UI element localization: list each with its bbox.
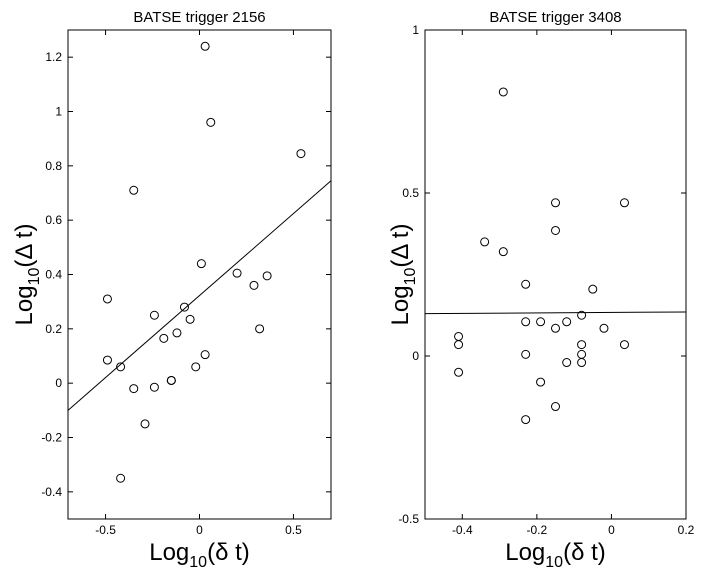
data-point bbox=[296, 149, 306, 159]
data-point bbox=[179, 302, 189, 312]
data-point bbox=[536, 377, 546, 387]
y-tick-label: 0.2 bbox=[45, 322, 62, 336]
x-tick-label: 0 bbox=[608, 523, 615, 537]
data-point bbox=[551, 402, 560, 412]
data-point bbox=[562, 317, 572, 327]
data-point bbox=[185, 314, 195, 324]
y-tick-label: 0 bbox=[55, 376, 62, 390]
data-point bbox=[619, 340, 629, 350]
y-tick-label: 0 bbox=[412, 349, 419, 363]
fit-line bbox=[424, 311, 687, 315]
x-tick-label: -0.2 bbox=[527, 523, 548, 537]
data-point bbox=[577, 358, 587, 368]
data-point bbox=[577, 310, 587, 320]
data-point bbox=[551, 323, 560, 333]
data-point bbox=[454, 331, 464, 341]
x-tick-label: -0.4 bbox=[452, 523, 473, 537]
data-point bbox=[255, 324, 265, 334]
data-point bbox=[116, 473, 126, 483]
data-point bbox=[562, 358, 572, 368]
data-point bbox=[196, 259, 206, 269]
data-point bbox=[480, 237, 490, 247]
data-point bbox=[200, 350, 210, 360]
data-point bbox=[102, 294, 112, 304]
x-axis-label: Log10(δ t) bbox=[505, 539, 606, 571]
x-axis-label: Log10(δ t) bbox=[149, 539, 250, 571]
y-tick-label: -0.5 bbox=[398, 512, 419, 526]
fit-line bbox=[67, 180, 332, 411]
data-point bbox=[206, 117, 216, 127]
data-point bbox=[551, 198, 560, 208]
plot-frame bbox=[67, 29, 332, 520]
data-point bbox=[149, 310, 159, 320]
data-point bbox=[200, 41, 210, 51]
y-axis-label: Log10(Δ t) bbox=[387, 224, 419, 326]
data-point bbox=[588, 284, 598, 294]
data-point bbox=[577, 340, 587, 350]
data-point bbox=[577, 349, 587, 359]
data-point bbox=[172, 328, 182, 338]
data-point bbox=[232, 268, 242, 278]
data-point bbox=[521, 415, 531, 425]
x-tick-label: -0.5 bbox=[95, 523, 116, 537]
chart-title: BATSE trigger 3408 bbox=[489, 9, 621, 26]
y-tick-label: 1 bbox=[55, 105, 62, 119]
data-point bbox=[102, 355, 112, 365]
data-point bbox=[536, 317, 546, 327]
data-point bbox=[454, 340, 464, 350]
chart-title: BATSE trigger 2156 bbox=[133, 9, 265, 26]
data-point bbox=[521, 317, 531, 327]
data-point bbox=[619, 198, 629, 208]
y-tick-label: 0.6 bbox=[45, 213, 62, 227]
scatter-panel-left: BATSE trigger 2156 -0.5 0 0.5 -0.4 -0.2 0 0.2 0.… bbox=[11, 9, 332, 571]
data-point bbox=[599, 323, 609, 333]
data-point bbox=[116, 362, 126, 372]
x-tick-label: 0.2 bbox=[678, 523, 695, 537]
data-point bbox=[454, 367, 464, 377]
x-tick-label: 0 bbox=[196, 523, 203, 537]
scatter-panel-right: BATSE trigger 3408 -0.4 -0.2 0 0.2 -0.5 0 0.5 1 L… bbox=[387, 9, 695, 571]
y-tick-label: -0.4 bbox=[41, 485, 62, 499]
data-point bbox=[498, 87, 508, 97]
x-tick-label: 0.5 bbox=[285, 523, 302, 537]
data-point bbox=[129, 384, 139, 394]
y-tick-label: 0.5 bbox=[402, 186, 419, 200]
data-point bbox=[521, 349, 531, 359]
y-tick-label: 0.8 bbox=[45, 159, 62, 173]
y-tick-label: 1 bbox=[412, 23, 419, 37]
y-tick-label: -0.2 bbox=[41, 431, 62, 445]
data-point bbox=[521, 279, 531, 289]
plot-frame bbox=[424, 29, 687, 520]
data-point bbox=[166, 375, 176, 385]
data-point bbox=[140, 419, 150, 429]
data-point bbox=[129, 185, 139, 195]
y-tick-label: 1.2 bbox=[45, 50, 62, 64]
data-point bbox=[262, 271, 272, 281]
data-point bbox=[149, 382, 159, 392]
y-tick-label: 0.4 bbox=[45, 268, 62, 282]
y-axis-label: Log10(Δ t) bbox=[11, 224, 43, 326]
data-point bbox=[191, 362, 201, 372]
data-point bbox=[551, 225, 560, 235]
data-point bbox=[159, 333, 169, 343]
data-point bbox=[498, 247, 508, 257]
data-point bbox=[249, 280, 259, 290]
